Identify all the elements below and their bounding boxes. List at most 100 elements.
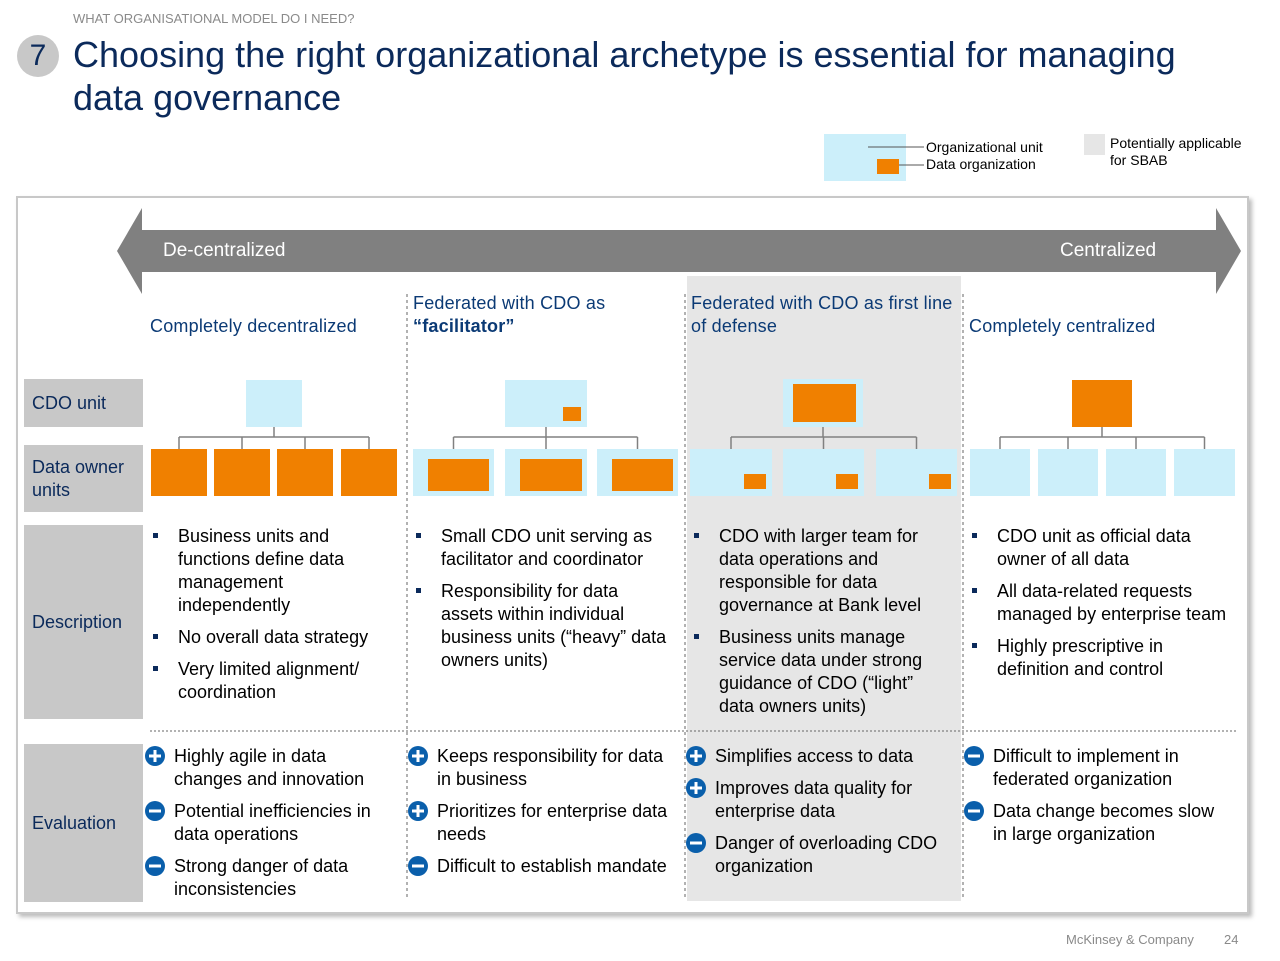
slide-number: 7 [17, 35, 59, 77]
evaluation-item: Improves data quality for enterprise dat… [686, 777, 955, 823]
evaluation-icon [964, 746, 984, 766]
evaluation-icon [145, 856, 165, 876]
evaluation-list: Difficult to implement in federated orga… [964, 745, 1233, 855]
evaluation-icon [408, 856, 428, 876]
evaluation-list: Highly agile in data changes and innovat… [145, 745, 396, 910]
org-box [836, 474, 858, 489]
evaluation-item: Difficult to implement in federated orga… [964, 745, 1233, 791]
org-box [341, 449, 397, 496]
evaluation-icon [145, 746, 165, 766]
legend-label: Data organization [926, 156, 1036, 172]
org-box [744, 474, 766, 489]
column-title-text: Federated with CDO as “facilitator” [413, 293, 606, 336]
column-title: Federated with CDO as “facilitator” [413, 292, 678, 338]
description-list: Business units and functions define data… [150, 525, 392, 713]
footer-page: 24 [1224, 932, 1239, 947]
evaluation-text: Strong danger of data inconsistencies [174, 856, 349, 899]
org-charts [151, 379, 1235, 496]
org-box [520, 459, 582, 491]
evaluation-icon [964, 801, 984, 821]
description-item: Very limited alignment/ coordination [150, 658, 392, 704]
description-list: Small CDO unit serving as facilitator an… [413, 525, 670, 681]
description-item: All data-related requests managed by ent… [969, 580, 1229, 626]
evaluation-text: Keeps responsibility for data in busines… [437, 746, 664, 789]
description-item: Highly prescriptive in definition and co… [969, 635, 1229, 681]
org-box [793, 384, 856, 422]
evaluation-item: Keeps responsibility for data in busines… [408, 745, 674, 791]
slide-title: Choosing the right organizational archet… [73, 34, 1176, 118]
evaluation-list: Keeps responsibility for data in busines… [408, 745, 674, 887]
description-item: CDO unit as official data owner of all d… [969, 525, 1229, 571]
description-item: No overall data strategy [150, 626, 392, 649]
org-box [246, 380, 302, 427]
frame [16, 196, 1249, 914]
row-label: Description [24, 525, 143, 719]
evaluation-text: Highly agile in data changes and innovat… [174, 746, 365, 789]
description-list: CDO unit as official data owner of all d… [969, 525, 1229, 690]
org-box [1106, 449, 1166, 496]
legend-label: Organizational unit [926, 139, 1043, 155]
evaluation-text: Difficult to establish mandate [437, 856, 667, 876]
separators [150, 294, 1236, 900]
org-box [929, 474, 951, 489]
evaluation-item: Simplifies access to data [686, 745, 955, 768]
org-box [1072, 380, 1132, 427]
legend-label: Potentially applicable for SBAB [1110, 135, 1242, 168]
org-box [214, 449, 270, 496]
description-item: Responsibility for data assets within in… [413, 580, 670, 672]
evaluation-icon [408, 746, 428, 766]
evaluation-icon [686, 778, 706, 798]
evaluation-icon [686, 833, 706, 853]
column-title: Completely centralized [969, 292, 1237, 338]
evaluation-text: Potential inefficiencies in data operati… [174, 801, 371, 844]
evaluation-item: Prioritizes for enterprise data needs [408, 800, 674, 846]
scale-arrow [117, 208, 1241, 294]
legend-data-box [877, 159, 899, 174]
evaluation-text: Simplifies access to data [715, 746, 914, 766]
description-item: Business units and functions define data… [150, 525, 392, 617]
evaluation-text: Data change becomes slow in large organi… [993, 801, 1215, 844]
column-title: Completely decentralized [150, 292, 400, 338]
org-box [1038, 449, 1098, 496]
arrow-label: De-centralized [163, 240, 286, 261]
footer-company: McKinsey & Company [1066, 932, 1194, 947]
evaluation-icon [145, 801, 165, 821]
evaluation-text: Difficult to implement in federated orga… [993, 746, 1179, 789]
evaluation-item: Highly agile in data changes and innovat… [145, 745, 396, 791]
org-box [612, 459, 673, 491]
evaluation-text: Danger of overloading CDO organization [715, 833, 938, 876]
org-box [970, 449, 1030, 496]
row-label: Evaluation [24, 744, 143, 902]
description-list: CDO with larger team for data operations… [691, 525, 951, 727]
org-box [151, 449, 207, 496]
arrow-label: Centralized [1060, 240, 1157, 261]
evaluation-item: Difficult to establish mandate [408, 855, 674, 878]
column-title-text: Completely centralized [969, 316, 1156, 336]
row-label: CDO unit [24, 379, 143, 427]
legend-applicable-box [1084, 134, 1105, 155]
evaluation-item: Strong danger of data inconsistencies [145, 855, 396, 901]
column-title: Federated with CDO as first line of defe… [691, 292, 959, 338]
row-label: Data owner units [24, 445, 143, 512]
description-item: CDO with larger team for data operations… [691, 525, 951, 617]
evaluation-text: Prioritizes for enterprise data needs [437, 801, 668, 844]
evaluation-text: Improves data quality for enterprise dat… [715, 778, 913, 821]
org-box [277, 449, 333, 496]
description-item: Small CDO unit serving as facilitator an… [413, 525, 670, 571]
org-box [1174, 449, 1235, 496]
evaluation-item: Data change becomes slow in large organi… [964, 800, 1233, 846]
evaluation-list: Simplifies access to data Improves data q… [686, 745, 955, 887]
evaluation-item: Danger of overloading CDO organization [686, 832, 955, 878]
column-title-bold: “facilitator” [413, 316, 515, 336]
section-label: WHAT ORGANISATIONAL MODEL DO I NEED? [73, 11, 355, 26]
column-title-text: Federated with CDO as first line of defe… [691, 293, 953, 336]
evaluation-icon [408, 801, 428, 821]
column-title-text: Completely decentralized [150, 316, 357, 336]
org-box [428, 459, 489, 491]
org-box [563, 407, 581, 421]
evaluation-item: Potential inefficiencies in data operati… [145, 800, 396, 846]
evaluation-icon [686, 746, 706, 766]
description-item: Business units manage service data under… [691, 626, 951, 718]
